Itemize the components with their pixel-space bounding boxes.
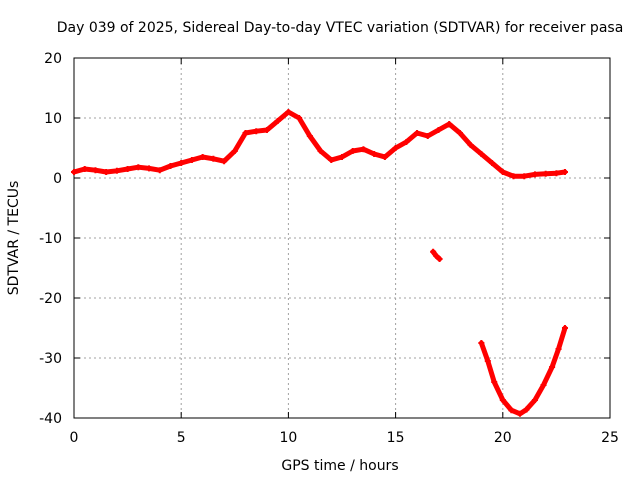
data-point	[531, 397, 538, 403]
y-tick-label: 0	[53, 171, 62, 187]
data-point	[296, 115, 303, 121]
data-point	[124, 166, 131, 172]
data-point	[499, 169, 506, 175]
data-point	[135, 164, 142, 171]
data-point	[392, 145, 399, 151]
data-point	[178, 160, 185, 166]
data-point	[540, 382, 547, 388]
series-main-trace	[71, 109, 568, 179]
data-point	[210, 155, 217, 162]
data-point	[561, 325, 568, 331]
data-point	[188, 157, 195, 163]
data-point	[499, 397, 506, 403]
data-point	[478, 151, 485, 157]
data-point	[71, 169, 77, 175]
data-point	[199, 154, 206, 160]
data-point	[285, 109, 292, 115]
grid-lines	[74, 58, 610, 418]
y-tick-label: -30	[39, 351, 62, 367]
data-point	[523, 406, 530, 413]
data-point	[221, 158, 228, 165]
data-point	[510, 173, 517, 180]
data-point	[328, 157, 335, 163]
x-tick-label: 10	[279, 430, 297, 446]
x-axis-label: GPS time / hours	[281, 458, 398, 474]
data-point	[561, 169, 568, 175]
data-point	[433, 253, 440, 259]
series-dip-trace	[478, 325, 568, 417]
data-point	[508, 407, 515, 414]
data-point	[317, 148, 324, 154]
data-point	[456, 130, 463, 136]
data-point	[403, 139, 410, 145]
y-tick-label: 10	[44, 111, 62, 127]
data-point	[92, 167, 99, 174]
data-point	[231, 148, 238, 154]
data-point	[156, 167, 163, 174]
chart-title: Day 039 of 2025, Sidereal Day-to-day VTE…	[57, 20, 624, 36]
data-point	[242, 130, 249, 136]
data-point	[489, 160, 496, 166]
data-point	[436, 256, 443, 262]
x-tick-label: 25	[601, 430, 619, 446]
data-point	[381, 154, 388, 160]
data-point	[167, 163, 174, 169]
y-tick-label: -10	[39, 231, 62, 247]
data-point	[446, 121, 453, 127]
data-point	[478, 340, 485, 346]
data-point	[360, 146, 367, 153]
data-point	[521, 173, 528, 180]
x-tick-label: 5	[177, 430, 186, 446]
data-point	[81, 166, 88, 172]
x-tick-label: 20	[494, 430, 512, 446]
data-point	[113, 167, 120, 174]
data-point	[542, 170, 549, 177]
data-point	[424, 133, 431, 139]
data-point	[549, 364, 556, 370]
axis-ticks: 0 5 10 15 20 25 -40 -30 -20 -10 0 10 20	[39, 51, 619, 446]
data-point	[553, 170, 560, 177]
data-point	[274, 118, 281, 124]
series-layer	[71, 109, 568, 417]
data-point	[430, 248, 437, 255]
data-point	[435, 127, 442, 133]
x-tick-label: 15	[387, 430, 405, 446]
data-point	[491, 379, 498, 385]
data-point	[516, 410, 523, 417]
x-tick-label: 0	[70, 430, 79, 446]
y-tick-label: -20	[39, 291, 62, 307]
data-point	[103, 169, 110, 175]
data-point	[253, 128, 260, 135]
data-point	[349, 148, 356, 154]
data-point	[467, 142, 474, 148]
data-point	[339, 154, 345, 160]
data-point	[484, 358, 491, 364]
data-point	[263, 127, 270, 133]
data-point	[414, 130, 421, 136]
y-axis-label: SDTVAR / TECUs	[6, 181, 22, 296]
data-point	[146, 165, 153, 172]
data-point	[306, 133, 313, 139]
y-tick-label: -40	[39, 411, 62, 427]
data-point	[371, 151, 378, 157]
y-tick-label: 20	[44, 51, 62, 67]
data-point	[531, 171, 538, 178]
data-point	[555, 346, 562, 352]
